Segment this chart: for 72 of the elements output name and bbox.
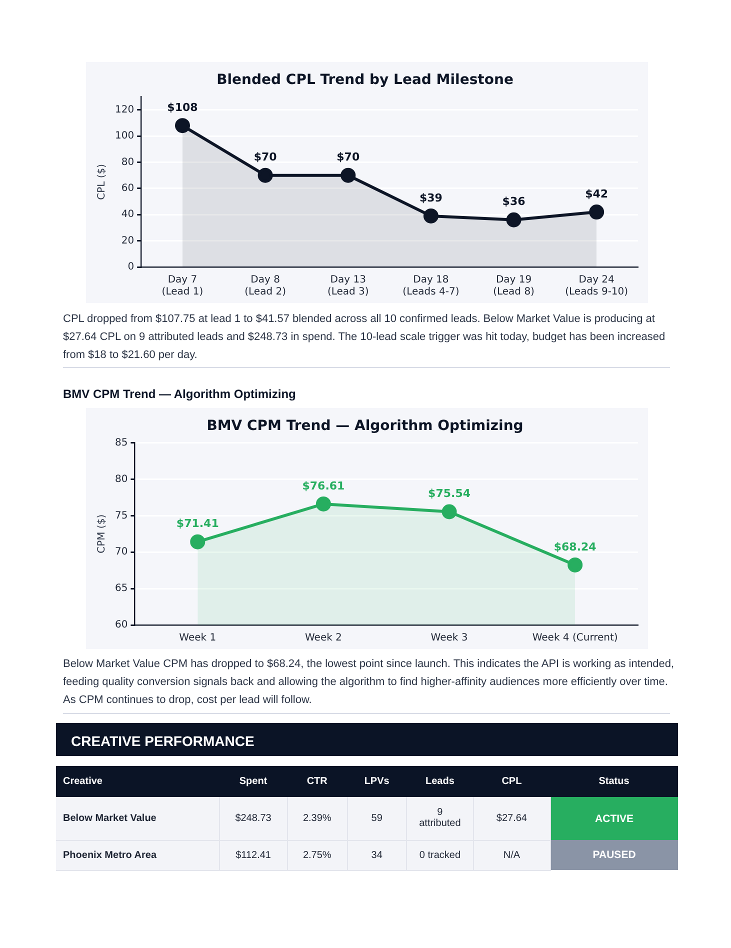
data-label: $70 bbox=[254, 150, 278, 164]
chart-title: Blended CPL Trend by Lead Milestone bbox=[216, 72, 514, 88]
data-label: $108 bbox=[167, 100, 198, 114]
data-label: $76.61 bbox=[302, 479, 345, 492]
point bbox=[506, 212, 522, 228]
point bbox=[258, 168, 273, 183]
y-tick-label: 85 bbox=[114, 437, 128, 448]
y-tick-label: 60 bbox=[121, 183, 134, 194]
text: CREATIVE PERFORMANCE bbox=[56, 723, 678, 756]
text: 2.75% bbox=[302, 850, 332, 860]
category-label: CPL bbox=[473, 766, 550, 797]
text: PAUSED bbox=[592, 849, 636, 861]
data-label: $70 bbox=[336, 150, 360, 164]
x-tick-label: Day 7 (Lead 1) bbox=[162, 274, 204, 298]
data-label: $36 bbox=[502, 195, 526, 208]
text: 34 bbox=[371, 850, 382, 860]
y-tick-label: 120 bbox=[114, 104, 134, 116]
y-tick-label: 80 bbox=[114, 474, 128, 485]
point bbox=[174, 118, 190, 134]
category-label: Phoenix Metro Area bbox=[63, 850, 157, 860]
text: $248.73 bbox=[235, 812, 272, 824]
y-tick-label: 65 bbox=[114, 583, 128, 594]
x-tick-label: Week 4 (Current) bbox=[532, 632, 618, 644]
y-tick-label: 75 bbox=[114, 510, 128, 522]
text: N/A bbox=[503, 850, 520, 860]
text: 0 tracked bbox=[419, 850, 461, 860]
category-label: CTR bbox=[287, 766, 348, 797]
y-tick-label: 100 bbox=[114, 130, 134, 142]
text: 2.39% bbox=[302, 812, 332, 824]
chart-subtitle: BMV CPM Trend — Algorithm Optimizing bbox=[63, 387, 296, 401]
category-label: LPVs bbox=[347, 766, 407, 797]
text: CPL dropped from $107.75 at lead 1 to $41.57 blended across all 10 confirmed leads. Below Market Value is producing at $27.64 CPL on 9 attributed leads and $248.73 in spend. The 10-lead scale trigger was hit today, budget has been increased from $18 to $21.60 per day. bbox=[63, 312, 666, 363]
text: 59 bbox=[371, 812, 382, 824]
x-tick-label: Day 19 (Lead 8) bbox=[493, 274, 535, 298]
data-label: $39 bbox=[419, 191, 442, 204]
y-axis-title: CPL ($) bbox=[96, 164, 108, 200]
text: Below Market Value CPM has dropped to $68.24, the lowest point since launch. This indicates the API is working as intended, feeding quality conversion signals back and allowing the algorithm to find higher-affinity audiences more efficiently over time. As CPM continues to drop, cost per lead will follow. bbox=[63, 657, 675, 708]
category-label: Leads bbox=[406, 766, 474, 797]
text: ACTIVE bbox=[595, 812, 634, 824]
x-tick-label: Day 24 (Leads 9-10) bbox=[565, 274, 628, 298]
x-tick-label: Day 18 (Leads 4-7) bbox=[402, 274, 460, 298]
y-tick-label: 60 bbox=[114, 620, 128, 631]
category-label: Status bbox=[550, 766, 678, 797]
x-tick-label: Day 13 (Lead 3) bbox=[327, 274, 369, 298]
data-label: $68.24 bbox=[554, 540, 597, 554]
x-tick-label: Week 3 bbox=[430, 632, 468, 644]
point bbox=[589, 204, 604, 220]
data-label: $75.54 bbox=[428, 487, 471, 500]
point bbox=[423, 208, 438, 224]
point bbox=[442, 504, 457, 520]
category-label: Below Market Value bbox=[63, 812, 156, 824]
text: 9 attributed bbox=[419, 807, 461, 830]
point bbox=[340, 168, 356, 183]
point bbox=[316, 496, 331, 512]
y-tick-label: 80 bbox=[121, 156, 134, 168]
y-tick-label: 40 bbox=[121, 209, 134, 220]
point bbox=[190, 534, 206, 550]
text: $27.64 bbox=[496, 812, 527, 824]
point bbox=[568, 557, 583, 572]
data-label: $42 bbox=[585, 187, 608, 200]
x-tick-label: Day 8 (Lead 2) bbox=[244, 274, 286, 298]
y-tick-label: 70 bbox=[114, 546, 128, 558]
data-label: $71.41 bbox=[176, 517, 219, 530]
y-axis-title: CPM ($) bbox=[96, 514, 108, 554]
y-tick-label: 0 bbox=[128, 262, 134, 273]
x-tick-label: Week 2 bbox=[304, 632, 342, 644]
chart-title: BMV CPM Trend — Algorithm Optimizing bbox=[206, 418, 524, 434]
text: $112.41 bbox=[236, 850, 271, 860]
category-label: Creative bbox=[56, 766, 220, 797]
y-tick-label: 20 bbox=[121, 235, 134, 246]
category-label: Spent bbox=[219, 766, 288, 797]
x-tick-label: Week 1 bbox=[179, 632, 216, 644]
